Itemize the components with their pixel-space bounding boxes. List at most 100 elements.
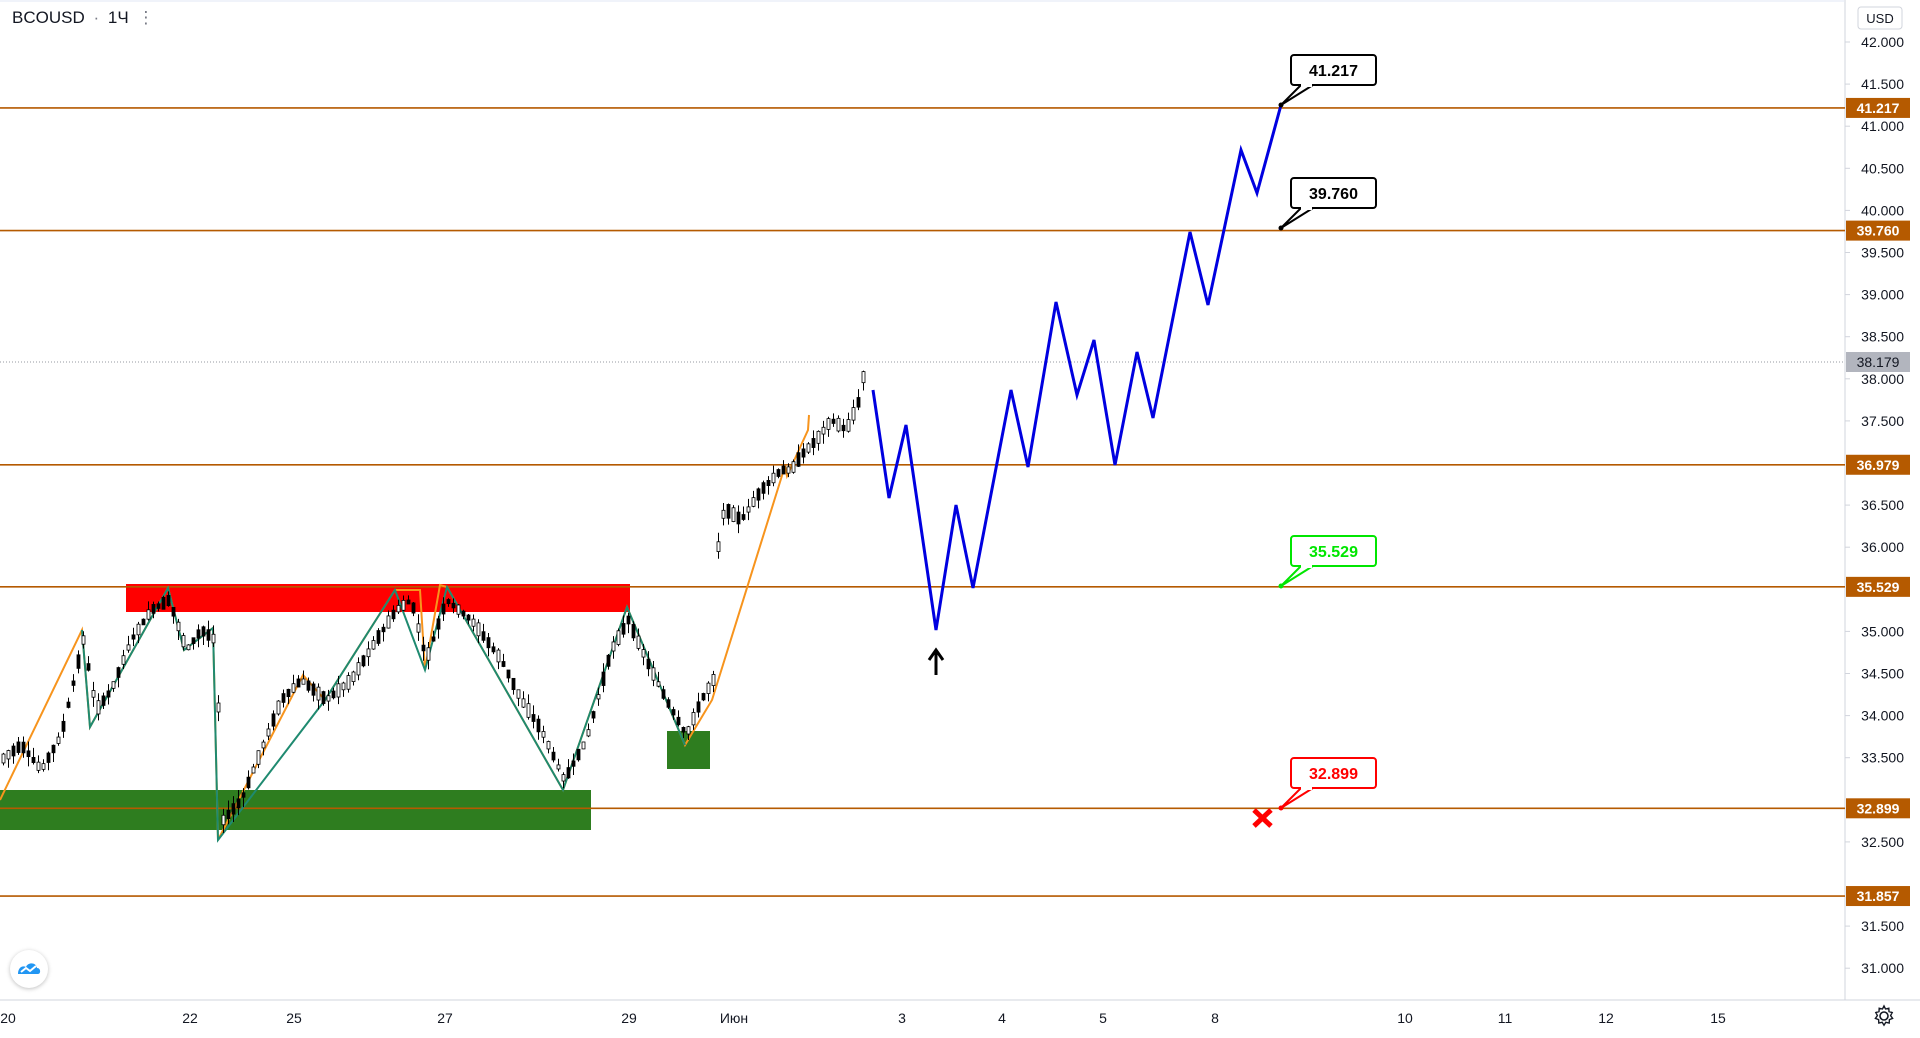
callout-label-2: 35.529	[1309, 544, 1358, 561]
candle-body	[296, 678, 301, 688]
candle-body	[476, 622, 481, 637]
gear-icon[interactable]	[1872, 1004, 1896, 1028]
candle-body	[556, 764, 561, 770]
candle-body	[731, 507, 736, 522]
candle-body	[471, 618, 476, 627]
candle-body	[626, 615, 631, 625]
candle-body	[671, 709, 676, 716]
candle-body	[631, 623, 636, 639]
price-tick-8: 38.000	[1861, 371, 1904, 387]
candle-body	[161, 596, 166, 610]
candle-body	[156, 603, 161, 609]
candle-body	[506, 669, 511, 679]
candle-body	[721, 509, 726, 519]
interval-label[interactable]: 1Ч	[107, 8, 129, 27]
candle-body	[501, 661, 506, 667]
candle-body	[566, 767, 571, 779]
candle-body	[11, 745, 16, 757]
candle-body	[131, 634, 136, 640]
separator: ·	[93, 8, 100, 27]
candle-body	[601, 671, 606, 686]
candle-body	[251, 766, 256, 774]
candle-body	[301, 678, 306, 685]
candle-body	[416, 623, 421, 633]
candle-body	[831, 418, 836, 424]
level-tag-text-5: 31.857	[1857, 888, 1900, 904]
candle-body	[746, 506, 751, 513]
time-label-3: 27	[437, 1010, 453, 1026]
candle-body	[261, 741, 266, 749]
time-axis[interactable]	[0, 1001, 1845, 1038]
candle-body	[56, 736, 61, 744]
price-tick-4: 40.000	[1861, 202, 1904, 218]
candle-body	[821, 426, 826, 435]
currency-label: USD	[1866, 11, 1893, 26]
candle-body	[806, 443, 811, 453]
candle-body	[726, 504, 731, 519]
symbol-name[interactable]: BCOUSD	[12, 8, 85, 27]
candle-body	[811, 438, 816, 448]
time-label-10: 10	[1397, 1010, 1413, 1026]
candle-body	[611, 641, 616, 652]
price-tick-5: 39.500	[1861, 245, 1904, 261]
candle-body	[621, 623, 626, 635]
candle-body	[286, 688, 291, 698]
candle-body	[51, 744, 56, 754]
candle-body	[386, 615, 391, 629]
time-label-13: 15	[1710, 1010, 1726, 1026]
support-zone-main	[0, 790, 591, 830]
time-label-6: 3	[898, 1010, 906, 1026]
price-tick-2: 41.000	[1861, 118, 1904, 134]
candle-body	[376, 630, 381, 644]
candle-body	[26, 750, 31, 758]
time-label-11: 11	[1498, 1010, 1513, 1026]
candle-body	[816, 430, 821, 444]
candle-body	[571, 760, 576, 767]
candle-body	[406, 599, 411, 605]
price-tick-13: 34.500	[1861, 666, 1904, 682]
price-tick-3: 40.500	[1861, 160, 1904, 176]
level-tag-5	[1846, 886, 1910, 907]
candle-body	[326, 695, 331, 702]
callout-box-2	[1290, 535, 1377, 567]
candle-body	[396, 605, 401, 613]
candle-body	[191, 637, 196, 644]
candle-body	[546, 741, 551, 750]
candle-body	[216, 702, 221, 713]
candle-body	[541, 731, 546, 738]
candle-body	[311, 683, 316, 696]
candle-body	[661, 689, 666, 699]
candle-body	[581, 741, 586, 750]
level-tag-0	[1846, 97, 1910, 118]
candle-body	[486, 637, 491, 649]
candle-body	[306, 680, 311, 691]
time-label-7: 4	[998, 1010, 1006, 1026]
price-axis[interactable]	[1845, 0, 1920, 1038]
candle-body	[226, 809, 231, 820]
level-tag-4	[1846, 798, 1910, 819]
candle-body	[461, 610, 466, 617]
candle-body	[681, 726, 686, 733]
candle-body	[266, 728, 271, 737]
candle-body	[636, 635, 641, 649]
candle-body	[21, 741, 26, 754]
candle-body	[656, 681, 661, 687]
candle-body	[466, 614, 471, 621]
current-price-tag	[1846, 352, 1910, 372]
level-tag-2	[1846, 454, 1910, 475]
candle-body	[381, 626, 386, 633]
candle-body	[231, 803, 236, 815]
candle-body	[741, 514, 746, 520]
callout-label-1: 39.760	[1309, 186, 1358, 203]
tradingview-logo-icon[interactable]	[10, 950, 48, 988]
currency-box[interactable]	[1857, 6, 1903, 30]
price-tick-14: 34.000	[1861, 708, 1904, 724]
menu-icon[interactable]: ⋮	[137, 8, 155, 27]
symbol-header[interactable]: BCOUSD · 1Ч ⋮	[12, 8, 158, 28]
candle-body	[796, 452, 801, 467]
candle-body	[6, 750, 11, 760]
candle-body	[201, 626, 206, 637]
candle-body	[36, 761, 41, 771]
candle-body	[841, 424, 846, 432]
